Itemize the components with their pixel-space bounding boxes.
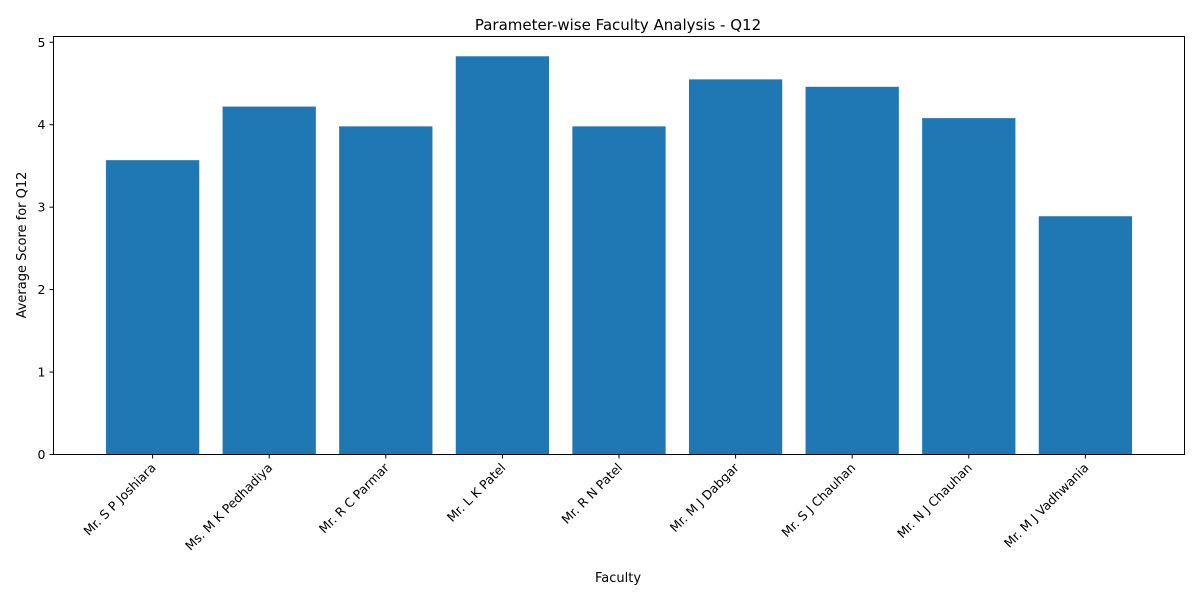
bar-8	[922, 118, 1016, 455]
x-tick-label: Mr. R C Parmar	[316, 459, 393, 536]
bar-3	[339, 126, 433, 455]
y-tick-label: 2	[38, 282, 46, 297]
x-tick-label: Ms. M K Pedhadiya	[182, 460, 275, 553]
bar-6	[688, 79, 783, 455]
bar-5	[572, 126, 666, 455]
y-axis-ticks: 0 1 2 3 4 5	[38, 35, 54, 462]
y-tick-label: 5	[38, 35, 46, 50]
y-axis-label: Average Score for Q12	[15, 172, 30, 319]
x-tick-label: Mr. R N Patel	[558, 460, 625, 527]
bar-4	[455, 56, 550, 455]
plot-frame	[53, 36, 1185, 455]
bar-2	[222, 106, 316, 455]
x-tick-label: Mr. N J Chauhan	[894, 460, 975, 541]
x-tick-label: Mr. M J Dabgar	[667, 459, 743, 535]
bar-1	[105, 160, 200, 455]
x-tick-label: Mr. L K Patel	[444, 460, 509, 525]
x-tick-label: Mr. S J Chauhan	[778, 460, 858, 540]
chart-title: Parameter-wise Faculty Analysis - Q12	[475, 16, 761, 34]
x-axis-ticks: Mr. S P Joshiara Ms. M K Pedhadiya Mr. R C…	[80, 454, 1092, 553]
y-tick-label: 1	[38, 365, 46, 380]
x-tick-label: Mr. S P Joshiara	[80, 460, 158, 538]
y-tick-label: 3	[38, 200, 46, 215]
y-tick-label: 4	[38, 117, 46, 132]
x-axis-label: Faculty	[595, 571, 641, 586]
x-tick-label: Mr. M J Vadhwania	[1001, 460, 1092, 551]
bars-group	[105, 56, 1133, 455]
bar-9	[1038, 216, 1133, 455]
y-tick-label: 0	[38, 447, 46, 462]
bar-7	[805, 86, 899, 455]
